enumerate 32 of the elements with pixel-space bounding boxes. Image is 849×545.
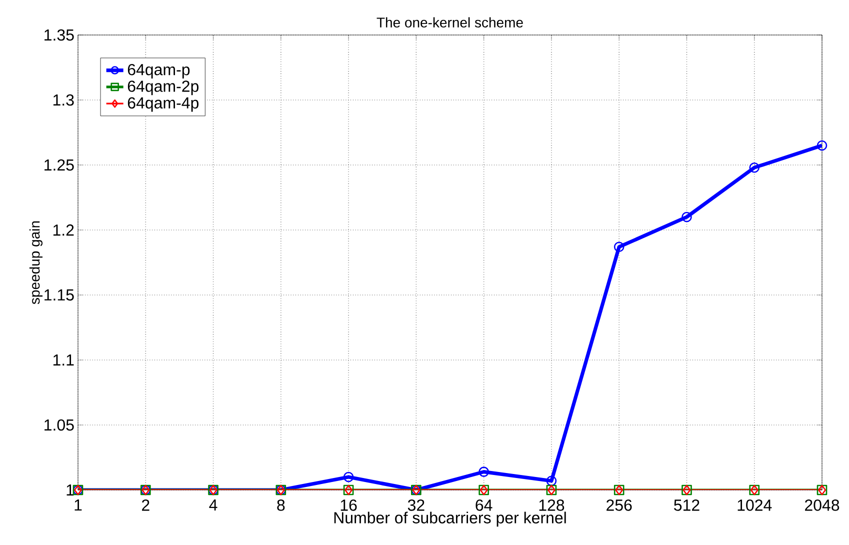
x-tick-label: 1 <box>74 500 82 511</box>
y-tick-label: 1.3 <box>53 94 74 106</box>
y-tick-label: 1.05 <box>44 419 74 431</box>
x-axis-title: Number of subcarriers per kernel <box>334 512 566 527</box>
point <box>749 162 760 173</box>
x-tick-label: 2048 <box>805 500 840 511</box>
point <box>682 212 692 222</box>
point <box>614 242 624 252</box>
point <box>546 476 557 486</box>
y-axis-title: speedup gain <box>29 221 42 304</box>
y-tick-label: 1.35 <box>44 29 74 41</box>
x-tick-label: 2 <box>142 500 150 511</box>
point <box>816 140 828 151</box>
x-tick-label: 32 <box>408 500 424 511</box>
y-tick-label: 1.25 <box>44 159 74 171</box>
legend-label: 64qam-p <box>128 64 190 78</box>
x-tick-label: 256 <box>606 500 632 511</box>
legend-label: 64qam-2p <box>128 80 198 96</box>
x-tick-label: 1024 <box>738 500 772 511</box>
x-tick-label: 4 <box>209 500 218 511</box>
y-tick-label: 1.1 <box>53 354 74 366</box>
point <box>478 466 489 477</box>
x-tick-label: 64 <box>476 500 492 511</box>
x-tick-label: 512 <box>674 500 700 511</box>
x-tick-label: 16 <box>340 500 357 511</box>
y-tick-label: 1.15 <box>44 289 74 301</box>
y-tick-label: 1.2 <box>53 224 74 236</box>
x-tick-label: 8 <box>277 500 285 511</box>
chart-title: The one-kernel scheme <box>376 17 523 28</box>
point <box>343 472 354 482</box>
legend-label: 64qam-4p <box>128 97 198 112</box>
x-tick-label: 128 <box>539 500 564 511</box>
